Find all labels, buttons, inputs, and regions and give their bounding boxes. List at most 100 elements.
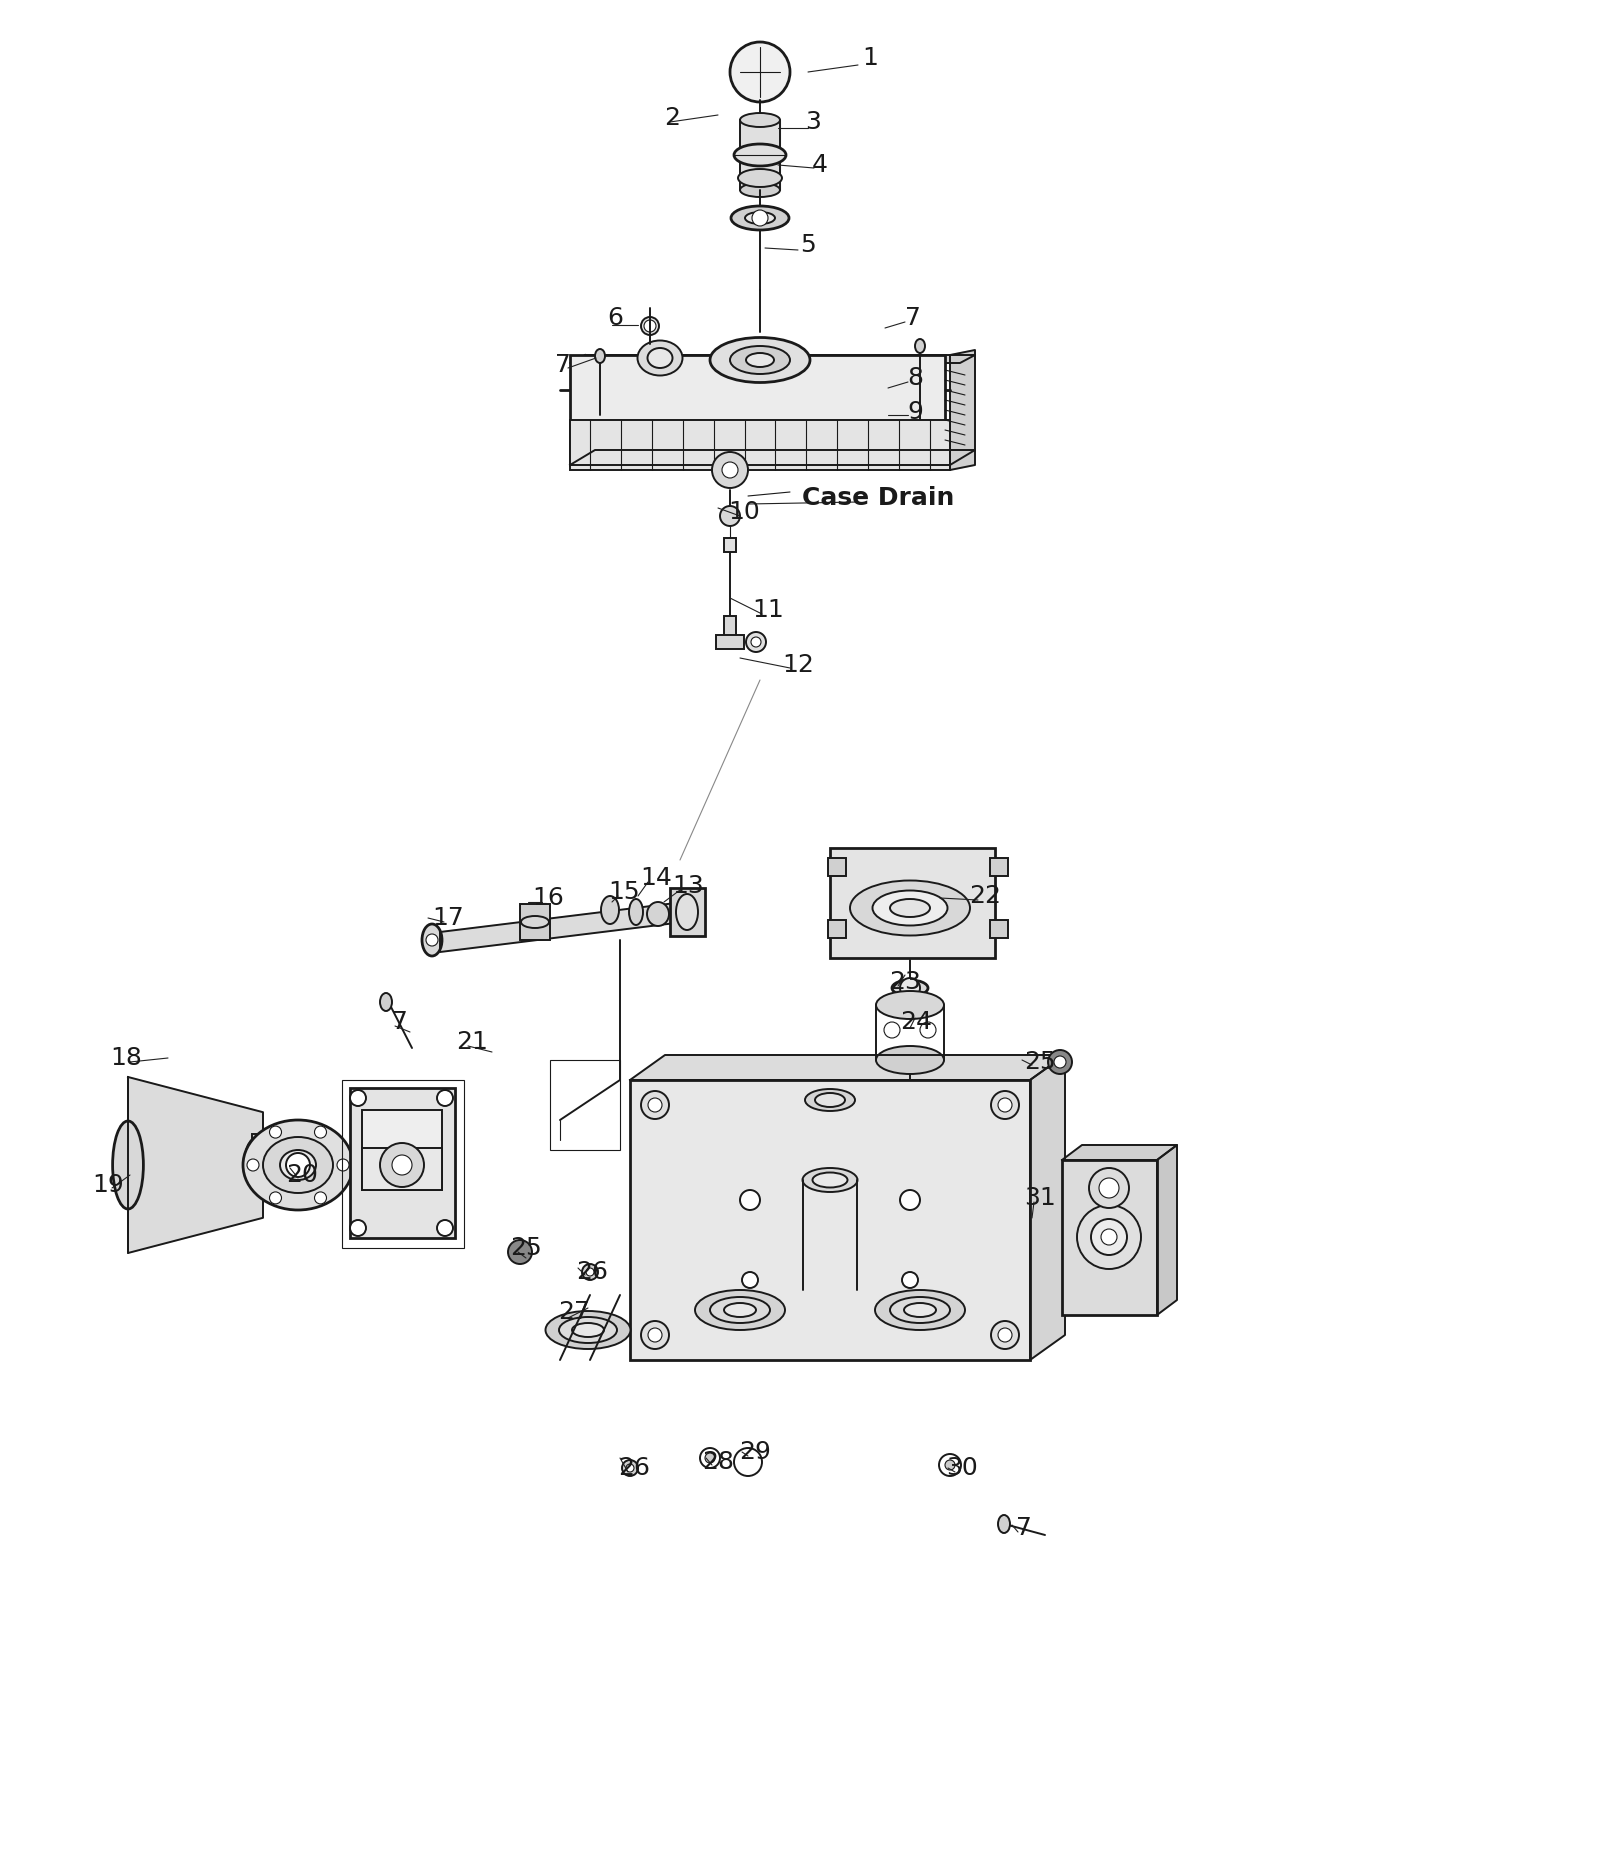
Bar [830, 848, 995, 958]
Text: 2: 2 [664, 106, 680, 130]
Bar [362, 1109, 442, 1189]
Text: 29: 29 [739, 1441, 771, 1463]
Circle shape [269, 1126, 282, 1139]
Circle shape [586, 1268, 594, 1277]
Ellipse shape [877, 992, 944, 1020]
Circle shape [256, 1143, 280, 1167]
Circle shape [1091, 1219, 1126, 1254]
Circle shape [998, 1327, 1013, 1342]
Text: 3: 3 [805, 110, 821, 134]
Circle shape [648, 1327, 662, 1342]
Bar [350, 1089, 454, 1238]
Ellipse shape [602, 897, 619, 925]
Circle shape [722, 462, 738, 477]
Polygon shape [1157, 1144, 1178, 1314]
Ellipse shape [642, 317, 659, 336]
Ellipse shape [877, 1046, 944, 1074]
Text: 4: 4 [813, 153, 829, 177]
Bar [570, 354, 946, 464]
Text: 7: 7 [392, 1010, 408, 1035]
Bar [723, 539, 736, 552]
Bar [717, 636, 744, 649]
Circle shape [286, 1154, 310, 1176]
Ellipse shape [805, 1089, 854, 1111]
Ellipse shape [872, 891, 947, 926]
Text: 15: 15 [608, 880, 640, 904]
Ellipse shape [595, 349, 605, 363]
Ellipse shape [112, 1120, 144, 1210]
Circle shape [712, 451, 749, 488]
Polygon shape [950, 350, 974, 470]
Text: 23: 23 [890, 969, 922, 994]
Bar [570, 419, 950, 470]
Ellipse shape [573, 1323, 605, 1336]
Ellipse shape [746, 352, 774, 367]
Circle shape [437, 1221, 453, 1236]
Circle shape [899, 979, 920, 997]
Ellipse shape [890, 898, 930, 917]
Circle shape [1090, 1169, 1130, 1208]
Ellipse shape [422, 925, 442, 956]
Ellipse shape [738, 170, 782, 186]
Text: 30: 30 [946, 1456, 978, 1480]
Circle shape [883, 1021, 899, 1038]
Circle shape [509, 1240, 531, 1264]
Circle shape [939, 1454, 962, 1476]
Text: 28: 28 [702, 1450, 734, 1474]
Circle shape [622, 1460, 638, 1476]
Bar [1062, 1159, 1157, 1314]
Circle shape [990, 1322, 1019, 1350]
Polygon shape [1062, 1144, 1178, 1159]
Text: 16: 16 [533, 885, 563, 910]
Text: 19: 19 [93, 1172, 123, 1197]
Circle shape [648, 1098, 662, 1113]
Text: 26: 26 [576, 1260, 608, 1284]
Text: 31: 31 [1024, 1186, 1056, 1210]
Circle shape [381, 1143, 424, 1187]
Bar [253, 1133, 285, 1146]
Circle shape [642, 1322, 669, 1350]
Bar [520, 904, 550, 939]
Circle shape [315, 1191, 326, 1204]
Text: 11: 11 [752, 598, 784, 623]
Text: 10: 10 [728, 500, 760, 524]
Circle shape [752, 211, 768, 226]
Ellipse shape [746, 212, 774, 224]
Circle shape [350, 1221, 366, 1236]
Ellipse shape [251, 1137, 275, 1193]
Text: 13: 13 [672, 874, 704, 898]
Text: 7: 7 [555, 352, 571, 377]
Circle shape [315, 1126, 326, 1139]
Ellipse shape [710, 337, 810, 382]
Polygon shape [570, 449, 974, 464]
Circle shape [1099, 1178, 1118, 1199]
Ellipse shape [710, 1297, 770, 1323]
Ellipse shape [675, 895, 698, 930]
Circle shape [746, 632, 766, 652]
Bar [990, 921, 1008, 938]
Ellipse shape [694, 1290, 786, 1331]
Circle shape [338, 1159, 349, 1171]
Ellipse shape [558, 1318, 618, 1342]
Text: 9: 9 [907, 401, 923, 423]
Ellipse shape [998, 1515, 1010, 1532]
Ellipse shape [803, 1169, 858, 1191]
Text: 1: 1 [862, 47, 878, 71]
Ellipse shape [850, 880, 970, 936]
Ellipse shape [648, 349, 672, 367]
Polygon shape [128, 1077, 262, 1253]
Ellipse shape [646, 902, 669, 926]
Text: 12: 12 [782, 652, 814, 677]
Circle shape [426, 934, 438, 947]
Ellipse shape [730, 347, 790, 375]
Ellipse shape [890, 1297, 950, 1323]
Circle shape [701, 1448, 720, 1469]
Ellipse shape [637, 341, 683, 375]
Bar [829, 921, 846, 938]
Bar [630, 1079, 1030, 1361]
Ellipse shape [522, 915, 549, 928]
Circle shape [350, 1090, 366, 1105]
Bar [362, 1148, 442, 1189]
Circle shape [899, 1189, 920, 1210]
Text: 17: 17 [432, 906, 464, 930]
